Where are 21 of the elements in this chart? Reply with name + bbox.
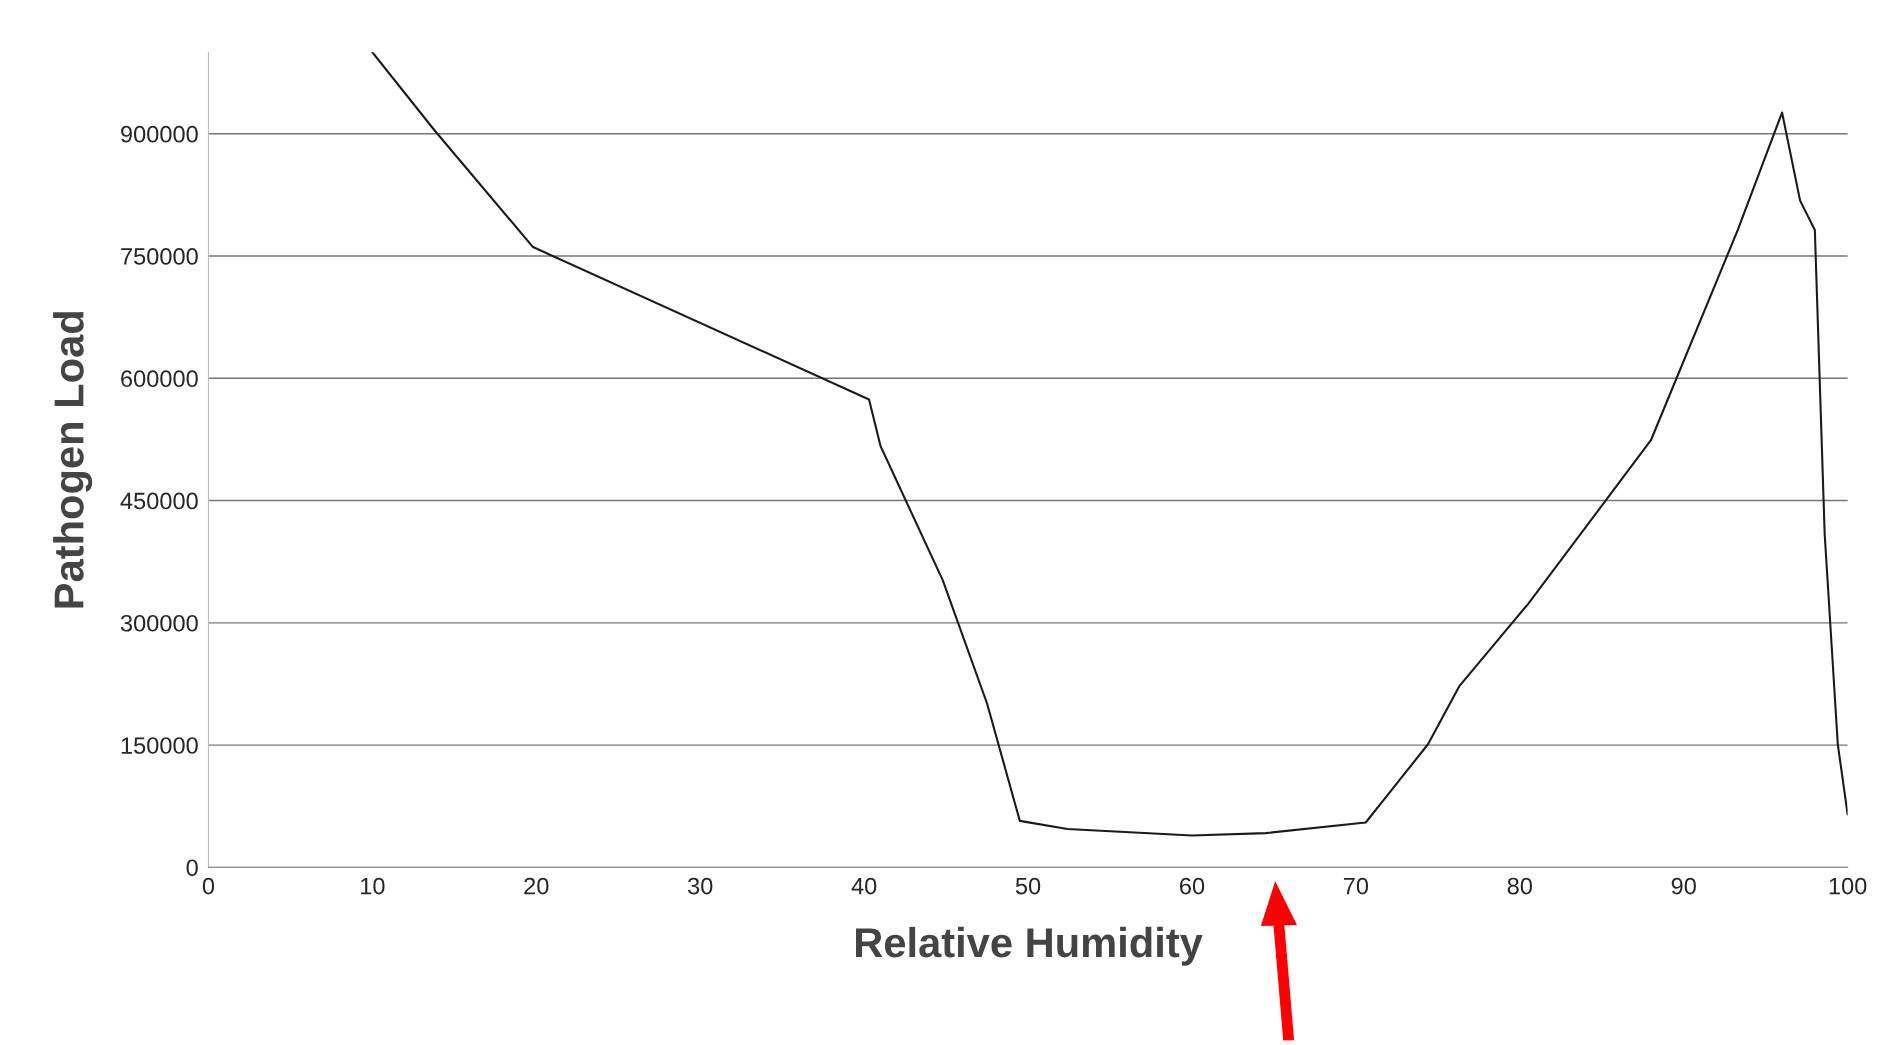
y-tick-label: 150000: [121, 737, 198, 754]
y-axis-title: Pathogen Load: [53, 312, 93, 608]
y-tick-label: 0: [186, 859, 198, 877]
line-series: [371, 52, 1848, 837]
x-tick-label: 20: [524, 877, 549, 895]
x-tick-label: 60: [1180, 877, 1205, 895]
x-axis-title: Relative Humidity: [856, 926, 1203, 966]
y-tick-label: 900000: [121, 125, 198, 143]
x-tick-label: 10: [361, 877, 385, 895]
y-tick-label: 450000: [120, 492, 198, 510]
x-tick-label: 90: [1671, 877, 1696, 895]
x-tick-label: 0: [202, 877, 215, 895]
x-tick-label: 70: [1343, 877, 1369, 895]
x-tick-label: 30: [687, 877, 713, 895]
x-tick-label: 100: [1829, 877, 1867, 895]
x-tick-label: 40: [851, 877, 877, 895]
x-tick-label: 50: [1015, 877, 1041, 895]
y-tick-label: 750000: [121, 248, 198, 265]
y-tick-label: 600000: [121, 370, 198, 388]
x-tick-label: 80: [1507, 877, 1532, 895]
y-tick-label: 300000: [120, 614, 198, 632]
